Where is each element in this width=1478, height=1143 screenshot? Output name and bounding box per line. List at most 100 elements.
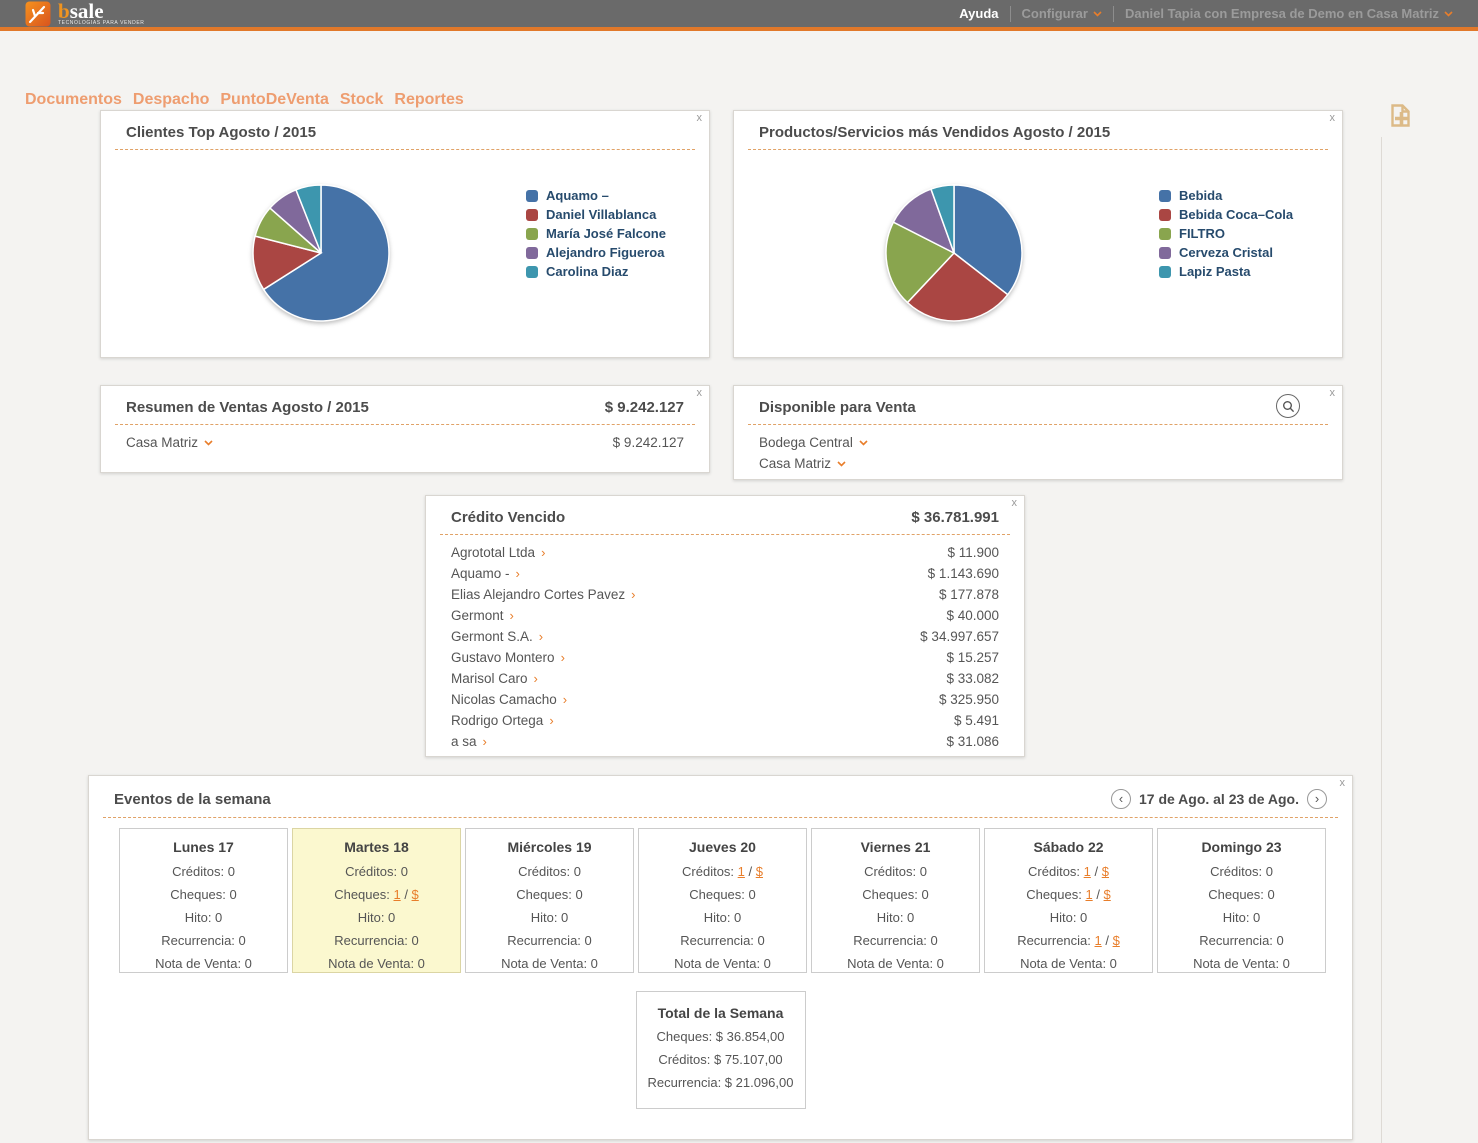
- legend-item[interactable]: Cerveza Cristal: [1159, 243, 1293, 262]
- legend-swatch-icon: [526, 227, 538, 240]
- nav-despacho[interactable]: Despacho: [132, 91, 210, 108]
- next-week-icon[interactable]: ›: [1307, 789, 1327, 809]
- day-stat: Cheques: 0: [1208, 887, 1275, 902]
- legend-swatch-icon: [1159, 189, 1171, 202]
- legend-swatch-icon: [1159, 227, 1171, 240]
- stat-count-link[interactable]: 1: [1094, 933, 1102, 948]
- day-card: Miércoles 19 Créditos: 0 Cheques: 0 Hito: …: [465, 828, 634, 973]
- day-stat: Recurrencia: 0: [161, 933, 246, 948]
- credit-row: a sa › $ 31.086: [451, 731, 999, 752]
- legend-item[interactable]: Alejandro Figueroa: [526, 243, 666, 262]
- warehouse-link[interactable]: Casa Matriz: [759, 453, 846, 474]
- client-link[interactable]: Germont ›: [451, 605, 514, 626]
- stat-count-link[interactable]: 1: [1085, 887, 1093, 902]
- week-row: Lunes 17 Créditos: 0 Cheques: 0 Hito: 0 Rec…: [119, 828, 1326, 973]
- client-link[interactable]: Marisol Caro ›: [451, 668, 538, 689]
- day-stat: Nota de Venta: 0: [847, 956, 944, 971]
- legend-swatch-icon: [1159, 265, 1171, 278]
- warehouse-row: Bodega Central: [759, 432, 1317, 453]
- legend-label: Daniel Villablanca: [546, 207, 657, 222]
- search-icon[interactable]: [1276, 394, 1300, 418]
- help-link[interactable]: Ayuda: [959, 6, 999, 21]
- client-link[interactable]: Agrototal Ltda ›: [451, 542, 545, 563]
- credit-row: Germont S.A. › $ 34.997.657: [451, 626, 999, 647]
- widget-eventos-semana: x Eventos de la semana ‹ 17 de Ago. al 2…: [88, 775, 1353, 1140]
- client-link[interactable]: Nicolas Camacho ›: [451, 689, 567, 710]
- total-line: Recurrencia: $ 21.096,00: [647, 1075, 794, 1090]
- legend-item[interactable]: Carolina Diaz: [526, 262, 666, 281]
- day-stat: Nota de Venta: 0: [1020, 956, 1117, 971]
- legend-item[interactable]: Bebida: [1159, 186, 1293, 205]
- day-stat: Cheques: 1 / $: [334, 887, 419, 902]
- credit-amount: $ 177.878: [938, 587, 999, 602]
- credit-amount: $ 40.000: [946, 608, 999, 623]
- nav-reportes[interactable]: Reportes: [394, 91, 464, 108]
- stat-money-link[interactable]: $: [755, 864, 763, 879]
- pie-slice[interactable]: [252, 235, 323, 291]
- day-title: Viernes 21: [860, 839, 931, 855]
- legend-item[interactable]: María José Falcone: [526, 224, 666, 243]
- credit-amount: $ 11.900: [947, 545, 999, 560]
- bsale-logo[interactable]: bsale tecnologias para vender: [25, 1, 145, 27]
- pie-slice[interactable]: [294, 184, 322, 254]
- legend-swatch-icon: [526, 189, 538, 202]
- add-widget-icon[interactable]: [1388, 102, 1415, 135]
- warehouse-link[interactable]: Bodega Central: [759, 432, 868, 453]
- user-menu[interactable]: Daniel Tapia con Empresa de Demo en Casa…: [1125, 6, 1453, 21]
- credit-row: Marisol Caro › $ 33.082: [451, 668, 999, 689]
- day-stat: Hito: 0: [1049, 910, 1088, 925]
- stat-money-link[interactable]: $: [1112, 933, 1120, 948]
- day-stat: Cheques: 0: [862, 887, 929, 902]
- legend-swatch-icon: [526, 265, 538, 278]
- day-stat: Recurrencia: 0: [507, 933, 592, 948]
- stat-count-link[interactable]: 1: [393, 887, 401, 902]
- stat-money-link[interactable]: $: [1101, 864, 1109, 879]
- day-card: Lunes 17 Créditos: 0 Cheques: 0 Hito: 0 Rec…: [119, 828, 288, 973]
- widget-total: $ 36.781.991: [911, 509, 999, 526]
- clientes-legend: Aquamo – Daniel Villablanca María José F…: [526, 186, 666, 281]
- legend-item[interactable]: Bebida Coca–Cola: [1159, 205, 1293, 224]
- credit-row: Germont › $ 40.000: [451, 605, 999, 626]
- configure-menu[interactable]: Configurar: [1022, 6, 1102, 21]
- widget-resumen-ventas: x Resumen de Ventas Agosto / 2015 $ 9.24…: [100, 385, 710, 473]
- branch-link[interactable]: Casa Matriz: [126, 432, 213, 453]
- stat-count-link[interactable]: 1: [737, 864, 745, 879]
- pie-slice[interactable]: [953, 184, 1023, 296]
- legend-item[interactable]: Daniel Villablanca: [526, 205, 666, 224]
- logo-letter-b: b: [58, 0, 70, 23]
- legend-item[interactable]: Lapiz Pasta: [1159, 262, 1293, 281]
- stat-money-link[interactable]: $: [411, 887, 419, 902]
- close-icon[interactable]: x: [696, 112, 703, 124]
- widget-disponible-venta: x Disponible para Venta Bodega Central C…: [733, 385, 1343, 480]
- close-icon[interactable]: x: [1011, 497, 1018, 509]
- pie-slice[interactable]: [262, 184, 390, 322]
- client-link[interactable]: Rodrigo Ortega ›: [451, 710, 554, 731]
- pie-slice[interactable]: [885, 221, 956, 304]
- pie-slice[interactable]: [906, 251, 1009, 322]
- prev-week-icon[interactable]: ‹: [1110, 789, 1131, 809]
- nav-documentos[interactable]: Documentos: [25, 91, 122, 108]
- legend-label: Alejandro Figueroa: [546, 245, 665, 260]
- legend-label: Cerveza Cristal: [1179, 245, 1273, 260]
- nav-puntodeventa[interactable]: PuntoDeVenta: [220, 91, 329, 108]
- legend-item[interactable]: FILTRO: [1159, 224, 1293, 243]
- close-icon[interactable]: x: [1329, 112, 1336, 124]
- close-icon[interactable]: x: [696, 387, 703, 399]
- client-link[interactable]: Germont S.A. ›: [451, 626, 543, 647]
- nav-stock[interactable]: Stock: [339, 91, 384, 108]
- stat-count-link[interactable]: 1: [1083, 864, 1091, 879]
- day-stat: Créditos: 0: [1210, 864, 1273, 879]
- close-icon[interactable]: x: [1339, 777, 1346, 789]
- close-icon[interactable]: x: [1329, 387, 1336, 399]
- day-stat: Créditos: 1 / $: [1028, 864, 1109, 879]
- client-link[interactable]: Elias Alejandro Cortes Pavez ›: [451, 584, 635, 605]
- stat-money-link[interactable]: $: [1103, 887, 1111, 902]
- widget-total: $ 9.242.127: [604, 399, 684, 416]
- client-link[interactable]: a sa ›: [451, 731, 487, 752]
- day-stat: Créditos: 1 / $: [682, 864, 763, 879]
- legend-item[interactable]: Aquamo –: [526, 186, 666, 205]
- dashboard: Documentos Despacho PuntoDeVenta Stock Repor…: [0, 35, 1478, 1143]
- pie-slice[interactable]: [930, 184, 955, 254]
- client-link[interactable]: Gustavo Montero ›: [451, 647, 565, 668]
- client-link[interactable]: Aquamo - ›: [451, 563, 520, 584]
